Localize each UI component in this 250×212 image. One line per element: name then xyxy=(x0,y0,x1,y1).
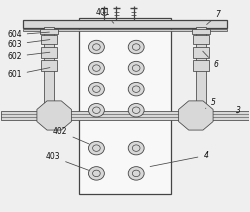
Text: 603: 603 xyxy=(7,40,50,49)
Text: 7: 7 xyxy=(207,10,221,25)
Polygon shape xyxy=(179,101,213,130)
Bar xyxy=(23,20,227,28)
Circle shape xyxy=(88,61,104,75)
Bar xyxy=(44,27,54,120)
Circle shape xyxy=(128,167,144,180)
Bar xyxy=(41,35,57,44)
Circle shape xyxy=(128,141,144,155)
Circle shape xyxy=(132,44,140,50)
Bar xyxy=(193,47,209,58)
Circle shape xyxy=(88,82,104,96)
Bar xyxy=(196,27,206,120)
Text: 6: 6 xyxy=(203,51,218,70)
Bar xyxy=(1,111,249,120)
Polygon shape xyxy=(37,101,71,130)
Bar xyxy=(40,29,58,34)
Circle shape xyxy=(128,61,144,75)
Circle shape xyxy=(88,103,104,117)
Circle shape xyxy=(88,40,104,54)
Circle shape xyxy=(92,44,100,50)
Text: 4: 4 xyxy=(150,151,208,167)
Bar xyxy=(193,60,208,71)
Circle shape xyxy=(132,170,140,177)
Text: 3: 3 xyxy=(236,106,241,115)
Bar xyxy=(193,35,209,44)
Circle shape xyxy=(132,86,140,92)
Text: 401: 401 xyxy=(96,8,114,23)
Circle shape xyxy=(132,107,140,113)
Circle shape xyxy=(92,145,100,151)
Circle shape xyxy=(88,167,104,180)
Text: 604: 604 xyxy=(7,30,50,39)
Circle shape xyxy=(92,170,100,177)
Bar xyxy=(79,18,171,194)
Circle shape xyxy=(92,107,100,113)
Circle shape xyxy=(128,82,144,96)
Circle shape xyxy=(128,40,144,54)
Circle shape xyxy=(128,103,144,117)
Text: 402: 402 xyxy=(53,127,89,144)
Text: 403: 403 xyxy=(46,152,89,170)
Circle shape xyxy=(92,86,100,92)
Circle shape xyxy=(132,65,140,71)
Text: 602: 602 xyxy=(7,52,50,61)
Bar xyxy=(23,29,227,31)
Bar xyxy=(41,47,57,58)
Circle shape xyxy=(132,145,140,151)
Circle shape xyxy=(88,141,104,155)
Bar xyxy=(192,29,210,34)
Bar xyxy=(41,60,57,71)
Circle shape xyxy=(92,65,100,71)
Text: 5: 5 xyxy=(206,98,216,109)
Text: 601: 601 xyxy=(7,68,50,79)
